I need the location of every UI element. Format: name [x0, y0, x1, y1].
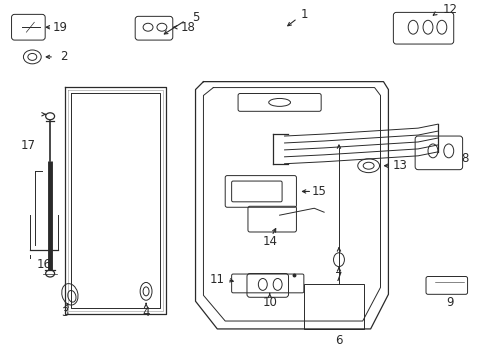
Text: 19: 19: [52, 21, 67, 34]
Text: 11: 11: [209, 273, 224, 286]
Text: 3: 3: [61, 306, 68, 319]
Text: 10: 10: [262, 296, 277, 309]
Text: 7: 7: [335, 271, 342, 284]
Bar: [304, 284, 363, 329]
Text: 18: 18: [180, 21, 195, 34]
Ellipse shape: [45, 270, 55, 277]
Text: 1: 1: [300, 8, 307, 21]
Text: 17: 17: [21, 139, 36, 152]
Ellipse shape: [45, 113, 55, 120]
Text: 9: 9: [445, 296, 452, 309]
Text: 6: 6: [335, 334, 342, 347]
Text: 13: 13: [392, 159, 407, 172]
Text: 2: 2: [60, 50, 67, 63]
Text: 8: 8: [460, 152, 468, 165]
Text: 15: 15: [311, 185, 326, 198]
Text: 4: 4: [142, 306, 149, 319]
Text: 14: 14: [262, 235, 277, 248]
Text: 12: 12: [441, 3, 456, 16]
Text: 5: 5: [191, 11, 199, 24]
Text: 16: 16: [37, 258, 52, 271]
